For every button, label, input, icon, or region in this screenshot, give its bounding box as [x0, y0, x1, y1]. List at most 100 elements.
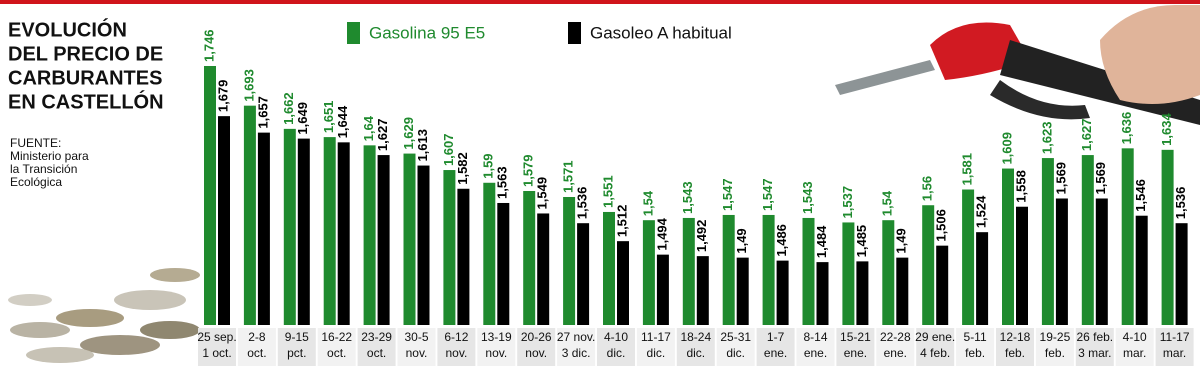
value-label: 1,634: [1159, 113, 1174, 146]
bar: [722, 214, 735, 325]
value-label: 1,679: [215, 80, 230, 113]
bar: [363, 145, 376, 325]
bar: [417, 165, 430, 325]
bar: [802, 217, 815, 325]
value-label: 1,49: [734, 228, 749, 253]
value-label: 1,536: [575, 187, 590, 220]
bar: [577, 223, 590, 325]
x-tick-label: 27 nov.: [557, 330, 595, 344]
bar: [1055, 198, 1068, 325]
value-label: 1,571: [561, 160, 576, 193]
bar: [896, 257, 909, 325]
value-label: 1,644: [335, 105, 350, 138]
legend-label: Gasolina 95 E5: [369, 23, 485, 42]
bar: [1002, 168, 1014, 325]
x-tick-label: 12-18: [1000, 330, 1031, 344]
bar: [1161, 149, 1174, 325]
category-tile: [796, 328, 835, 366]
value-label: 1,581: [960, 153, 975, 186]
bar: [337, 142, 350, 325]
value-label: 1,662: [281, 92, 296, 125]
x-tick-label: 13-19: [481, 330, 512, 344]
x-tick-label: 3 mar.: [1078, 346, 1111, 360]
x-tick-label: ene.: [804, 346, 827, 360]
bar: [443, 170, 456, 325]
value-label: 1,49: [894, 228, 909, 253]
value-label: 1,623: [1039, 122, 1054, 155]
x-tick-label: nov.: [485, 346, 507, 360]
value-label: 1,484: [814, 225, 829, 258]
x-tick-label: 3 dic.: [562, 346, 591, 360]
category-tile: [1115, 328, 1154, 366]
x-tick-label: 4 feb.: [920, 346, 950, 360]
x-tick-label: 25 sep.: [197, 330, 236, 344]
bar: [816, 262, 829, 325]
value-label: 1,558: [1013, 170, 1028, 203]
value-label: 1,494: [654, 217, 669, 250]
x-tick-label: mar.: [1163, 346, 1186, 360]
bar: [1121, 148, 1134, 325]
value-label: 1,543: [680, 181, 695, 214]
category-tile: [557, 328, 596, 366]
x-tick-label: 25-31: [720, 330, 751, 344]
source-line: Ministerio para: [10, 149, 89, 163]
x-tick-label: dic.: [647, 346, 666, 360]
bar: [936, 245, 949, 325]
bar: [922, 205, 935, 325]
value-label: 1,569: [1053, 162, 1068, 195]
x-tick-label: 2-8: [248, 330, 266, 344]
bar: [962, 189, 975, 325]
x-tick-label: ene.: [844, 346, 867, 360]
category-tile: [716, 328, 755, 366]
x-tick-label: nov.: [406, 346, 428, 360]
x-tick-label: feb.: [965, 346, 985, 360]
bar: [563, 196, 576, 325]
category-tile: [1155, 328, 1194, 366]
value-label: 1,651: [321, 101, 336, 134]
category-tile: [756, 328, 795, 366]
x-tick-label: 4-10: [1123, 330, 1147, 344]
bar: [842, 222, 855, 325]
x-tick-label: feb.: [1005, 346, 1025, 360]
legend-swatch: [347, 22, 360, 44]
fuel-nozzle: [835, 5, 1200, 125]
x-tick-label: 26 feb.: [1076, 330, 1113, 344]
value-label: 1,492: [694, 220, 709, 253]
value-label: 1,649: [295, 102, 310, 135]
x-tick-label: oct.: [367, 346, 386, 360]
x-tick-label: dic.: [686, 346, 705, 360]
bar: [882, 220, 895, 325]
value-label: 1,537: [840, 186, 855, 219]
category-tile: [397, 328, 436, 366]
value-label: 1,64: [361, 115, 376, 141]
x-tick-label: mar.: [1123, 346, 1146, 360]
x-tick-label: 30-5: [404, 330, 428, 344]
x-tick-label: 1-7: [767, 330, 785, 344]
value-label: 1,563: [495, 166, 510, 199]
bar: [257, 132, 270, 325]
bar: [483, 182, 496, 325]
bar: [1175, 223, 1188, 325]
value-label: 1,629: [401, 117, 416, 150]
value-label: 1,636: [1119, 112, 1134, 145]
x-tick-label: dic.: [607, 346, 626, 360]
bar: [1135, 215, 1148, 325]
value-label: 1,657: [255, 96, 270, 129]
legend-swatch: [568, 22, 581, 44]
bar: [856, 261, 869, 325]
source-line: Ecológica: [10, 175, 62, 189]
category-tile: [676, 328, 715, 366]
value-label: 1,506: [934, 209, 949, 242]
value-label: 1,569: [1093, 162, 1108, 195]
source-line: la Transición: [10, 162, 77, 176]
x-tick-label: 16-22: [321, 330, 352, 344]
value-label: 1,59: [481, 153, 496, 178]
bar: [696, 256, 709, 325]
legend: Gasolina 95 E5 Gasoleo A habitual: [347, 22, 732, 44]
x-tick-label: 8-14: [803, 330, 827, 344]
bar: [323, 137, 336, 325]
value-label: 1,607: [441, 133, 456, 166]
x-tick-label: 18-24: [680, 330, 711, 344]
